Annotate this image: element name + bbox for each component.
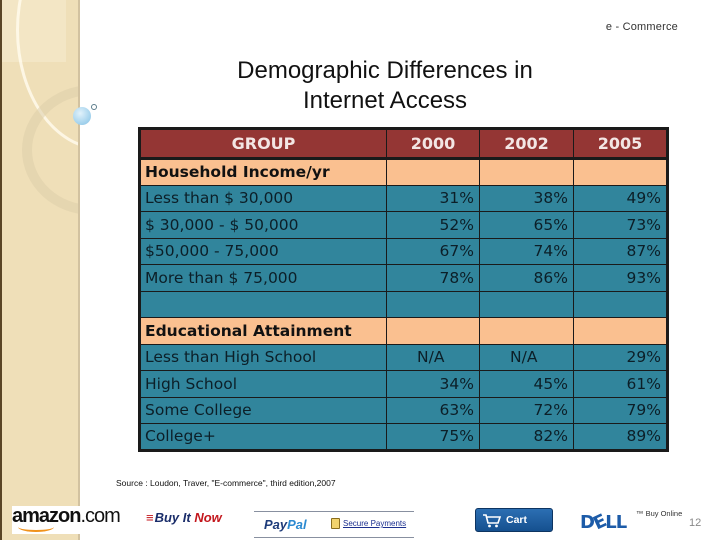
column-header-group: GROUP: [139, 128, 387, 160]
cart-logo: Cart: [475, 508, 553, 532]
cell-2000: 75%: [386, 423, 480, 451]
cell-2005: 89%: [573, 423, 668, 451]
cell-2000: 67%: [386, 237, 480, 265]
buy-online-label: ™ Buy Online: [636, 509, 683, 518]
header-label: e - Commerce: [605, 21, 678, 33]
cell-2002: 72%: [479, 396, 574, 424]
cell-2005: 79%: [573, 396, 668, 424]
column-header-2000: 2000: [386, 128, 480, 160]
cell-2005: 93%: [573, 264, 668, 292]
row-label: Less than High School: [139, 343, 387, 371]
cell-2005: 87%: [573, 237, 668, 265]
cell-2002: 38%: [479, 184, 574, 212]
paypal-logo: PayPal Secure Payments: [254, 511, 414, 538]
decorative-bubble-icon: [73, 107, 91, 125]
row-label: High School: [139, 370, 387, 398]
table-row: College+ 75% 82% 89%: [139, 423, 668, 451]
section-row-household-income: Household Income/yr: [139, 158, 668, 186]
cell-2000: 78%: [386, 264, 480, 292]
table-row: Less than High School N/A N/A 29%: [139, 343, 668, 371]
demographics-table: GROUP 2000 2002 2005 Household Income/yr…: [138, 127, 669, 452]
cell-2002: N/A: [479, 343, 574, 371]
row-label: Some College: [139, 396, 387, 424]
cell-2000: 63%: [386, 396, 480, 424]
cell-2002: 74%: [479, 237, 574, 265]
blank-spacer-row: [139, 290, 668, 318]
table-row: More than $ 75,000 78% 86% 93%: [139, 264, 668, 292]
decorative-arc: [22, 85, 78, 215]
row-label: Less than $ 30,000: [139, 184, 387, 212]
shopping-cart-icon: [483, 514, 502, 528]
lock-icon: [331, 518, 340, 529]
source-citation: Source : Loudon, Traver, "E-commerce", t…: [116, 478, 336, 488]
speed-lines-icon: ≡: [146, 510, 154, 525]
buy-it-now-logo: ≡Buy It Now: [146, 510, 222, 525]
cell-2005: 49%: [573, 184, 668, 212]
decorative-side-panel: [0, 0, 80, 540]
amazon-smile-icon: [18, 522, 54, 532]
slide-title: Demographic Differences in Internet Acce…: [130, 56, 640, 116]
cell-2000: 52%: [386, 211, 480, 239]
title-line-2: Internet Access: [302, 87, 468, 114]
logo-strip: amazon.com ≡Buy It Now PayPal Secure Pay…: [0, 500, 720, 540]
title-line-1: Demographic Differences in: [237, 57, 533, 84]
section-heading: Household Income/yr: [139, 158, 387, 186]
dell-logo: DELL: [580, 510, 627, 535]
cell-2005: 29%: [573, 343, 668, 371]
secure-payments-link: Secure Payments: [343, 519, 407, 528]
table-row: High School 34% 45% 61%: [139, 370, 668, 398]
table-row: Less than $ 30,000 31% 38% 49%: [139, 184, 668, 212]
decorative-ring-icon: [91, 104, 97, 110]
cell-2002: 86%: [479, 264, 574, 292]
cell-2002: 45%: [479, 370, 574, 398]
amazon-logo: amazon.com: [12, 506, 130, 534]
section-row-educational-attainment: Educational Attainment: [139, 317, 668, 345]
cell-2000: N/A: [386, 343, 480, 371]
row-label: $ 30,000 - $ 50,000: [139, 211, 387, 239]
cell-2005: 73%: [573, 211, 668, 239]
section-heading: Educational Attainment: [139, 317, 387, 345]
page-number: 12: [689, 517, 702, 529]
column-header-2005: 2005: [573, 128, 668, 160]
table-header-row: GROUP 2000 2002 2005: [139, 128, 668, 160]
cell-2000: 31%: [386, 184, 480, 212]
row-label: College+: [139, 423, 387, 451]
cell-2000: 34%: [386, 370, 480, 398]
table-row: Some College 63% 72% 79%: [139, 396, 668, 424]
cell-2002: 82%: [479, 423, 574, 451]
cell-2005: 61%: [573, 370, 668, 398]
table-row: $50,000 - 75,000 67% 74% 87%: [139, 237, 668, 265]
column-header-2002: 2002: [479, 128, 574, 160]
row-label: $50,000 - 75,000: [139, 237, 387, 265]
row-label: More than $ 75,000: [139, 264, 387, 292]
cell-2002: 65%: [479, 211, 574, 239]
table-row: $ 30,000 - $ 50,000 52% 65% 73%: [139, 211, 668, 239]
